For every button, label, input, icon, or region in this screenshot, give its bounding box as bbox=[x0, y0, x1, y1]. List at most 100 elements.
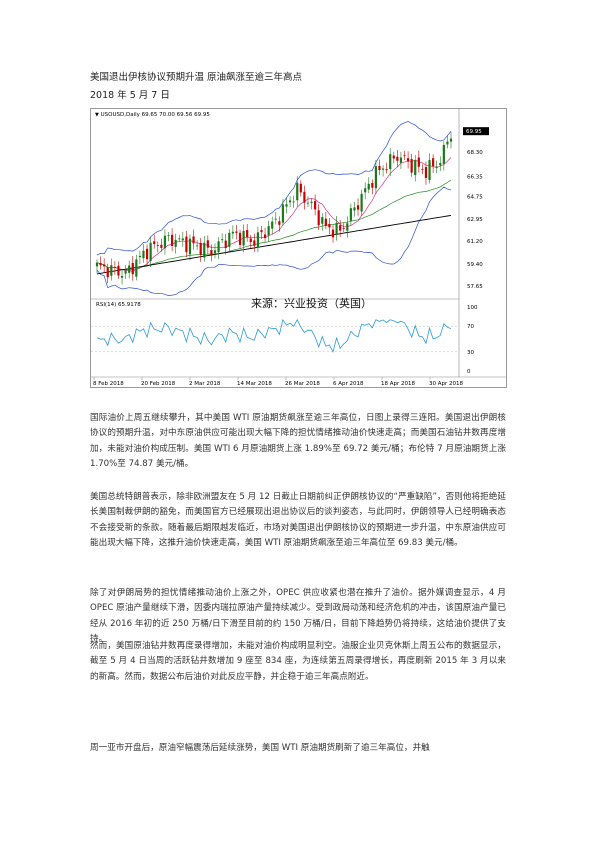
candle-body bbox=[249, 238, 252, 243]
candle-body bbox=[224, 240, 227, 248]
candle-body bbox=[406, 158, 410, 162]
paragraph-3: 除了对伊朗局势的担忧情绪推动油价上涨之外，OPEC 供应收紧也潜在推升了油价。据… bbox=[90, 588, 506, 644]
chart-canvas: 68.30 66.35 64.75 62.95 61.20 59.40 57.65 69.95… bbox=[91, 109, 506, 387]
candle-body bbox=[113, 266, 116, 268]
paragraph-4: 然而，美国原油钻井数再度录得增加，未能对油价构成明显利空。油服企业贝克休斯上周五… bbox=[90, 641, 506, 682]
candle-body bbox=[446, 141, 449, 145]
price-tick-label: 64.75 bbox=[467, 195, 483, 201]
candle-body bbox=[95, 262, 99, 267]
candle-body bbox=[428, 160, 431, 181]
candle-body bbox=[124, 270, 127, 274]
candle-body bbox=[331, 229, 335, 238]
price-tick-label: 62.95 bbox=[467, 217, 483, 223]
price-chart: 68.30 66.35 64.75 62.95 61.20 59.40 57.65 69.95… bbox=[90, 108, 507, 388]
candle-body bbox=[299, 183, 302, 193]
date-tick-label: 26 Mar 2018 bbox=[285, 381, 320, 387]
candle-body bbox=[235, 231, 238, 233]
candle-body bbox=[310, 201, 313, 203]
candle-body bbox=[174, 239, 177, 247]
candle-body bbox=[131, 263, 134, 275]
candle-body bbox=[274, 218, 277, 220]
rsi-tick-label: 100 bbox=[467, 305, 478, 311]
candle-body bbox=[142, 250, 145, 259]
candle-body bbox=[314, 201, 317, 210]
candle-body bbox=[160, 244, 163, 248]
candle-body bbox=[449, 138, 453, 142]
candle-body bbox=[106, 267, 109, 278]
candle-body bbox=[210, 250, 213, 256]
date-tick-label: 14 Mar 2018 bbox=[237, 381, 272, 387]
paragraph-1: 国际油价上周五继续攀升，其中美国 WTI 原油期货飙涨至逾三年高位，日图上录得三… bbox=[90, 413, 506, 469]
article-title: 美国退出伊核协议预期升温 原油飙涨至逾三年高点 bbox=[90, 72, 303, 83]
mid-ma-line bbox=[96, 179, 452, 270]
candle-body bbox=[288, 200, 292, 203]
candle-body bbox=[360, 193, 363, 212]
paragraph-2: 美国总统特朗普表示，除非欧洲盟友在 5 月 12 日截止日期前纠正伊朗核协议的“… bbox=[90, 492, 506, 548]
paragraph-5: 周一亚市开盘后，原油窄幅震荡后延续涨势，美国 WTI 原油期货刷新了逾三年高位，… bbox=[90, 743, 430, 753]
candle-body bbox=[149, 242, 152, 261]
candle-body bbox=[185, 236, 188, 253]
candle-body bbox=[417, 157, 420, 167]
candle-body bbox=[346, 223, 349, 231]
candle-body bbox=[103, 264, 106, 267]
candle-body bbox=[263, 234, 267, 238]
candle-body bbox=[367, 183, 370, 190]
date-tick-label: 8 Feb 2018 bbox=[93, 381, 124, 387]
candle-body bbox=[238, 232, 242, 245]
candle-body bbox=[303, 191, 306, 203]
candle-body bbox=[99, 262, 102, 266]
candle-body bbox=[296, 182, 299, 201]
candle-body bbox=[231, 231, 234, 234]
price-tick-label: 66.35 bbox=[467, 174, 483, 180]
candle-body bbox=[399, 157, 403, 163]
date-tick-label: 30 Apr 2018 bbox=[429, 381, 464, 387]
candle-body bbox=[378, 165, 381, 171]
candle-body bbox=[389, 154, 392, 170]
candle-body bbox=[439, 162, 442, 166]
candle-body bbox=[392, 155, 395, 159]
candle-body bbox=[199, 242, 202, 255]
bollinger-upper-line bbox=[96, 121, 452, 256]
candle-body bbox=[328, 223, 331, 228]
candle-body bbox=[228, 232, 231, 247]
candle-body bbox=[260, 230, 263, 233]
candle-body bbox=[206, 240, 209, 248]
candle-body bbox=[145, 248, 149, 260]
candle-body bbox=[217, 241, 220, 253]
date-tick-label: 20 Feb 2018 bbox=[141, 381, 176, 387]
candle-body bbox=[410, 159, 413, 173]
candle-body bbox=[424, 167, 428, 179]
candle-body bbox=[353, 207, 356, 211]
rsi-tick-label: 30 bbox=[467, 350, 474, 356]
candle-body bbox=[356, 205, 360, 210]
rsi-label: RSI(14) 65.9178 bbox=[96, 302, 141, 308]
candle-body bbox=[371, 182, 374, 188]
candle-body bbox=[292, 201, 295, 203]
candle-body bbox=[364, 188, 367, 193]
candle-body bbox=[414, 160, 417, 176]
candle-body bbox=[374, 166, 378, 189]
price-tick-label: 61.20 bbox=[467, 239, 483, 245]
rsi-tick-label: 70 bbox=[467, 324, 474, 330]
candle-body bbox=[432, 158, 435, 167]
candle-body bbox=[342, 228, 345, 229]
date-tick-label: 2 Mar 2018 bbox=[189, 381, 221, 387]
candle-body bbox=[306, 202, 310, 204]
candle-body bbox=[203, 242, 206, 258]
candle-body bbox=[135, 259, 138, 277]
candle-body bbox=[213, 250, 217, 254]
candle-body bbox=[242, 230, 245, 246]
candle-body bbox=[188, 238, 192, 255]
last-price-box bbox=[463, 127, 489, 136]
candle-body bbox=[278, 221, 281, 225]
last-price-label: 69.95 bbox=[466, 129, 482, 135]
date-tick-label: 6 Apr 2018 bbox=[333, 381, 364, 387]
candle-body bbox=[128, 265, 131, 273]
candle-body bbox=[110, 265, 113, 276]
candle-body bbox=[117, 265, 120, 276]
candle-body bbox=[120, 275, 124, 278]
candle-body bbox=[381, 168, 385, 170]
rsi-tick-label: 0 bbox=[467, 369, 471, 375]
candle-body bbox=[267, 226, 270, 236]
candle-body bbox=[349, 208, 352, 221]
